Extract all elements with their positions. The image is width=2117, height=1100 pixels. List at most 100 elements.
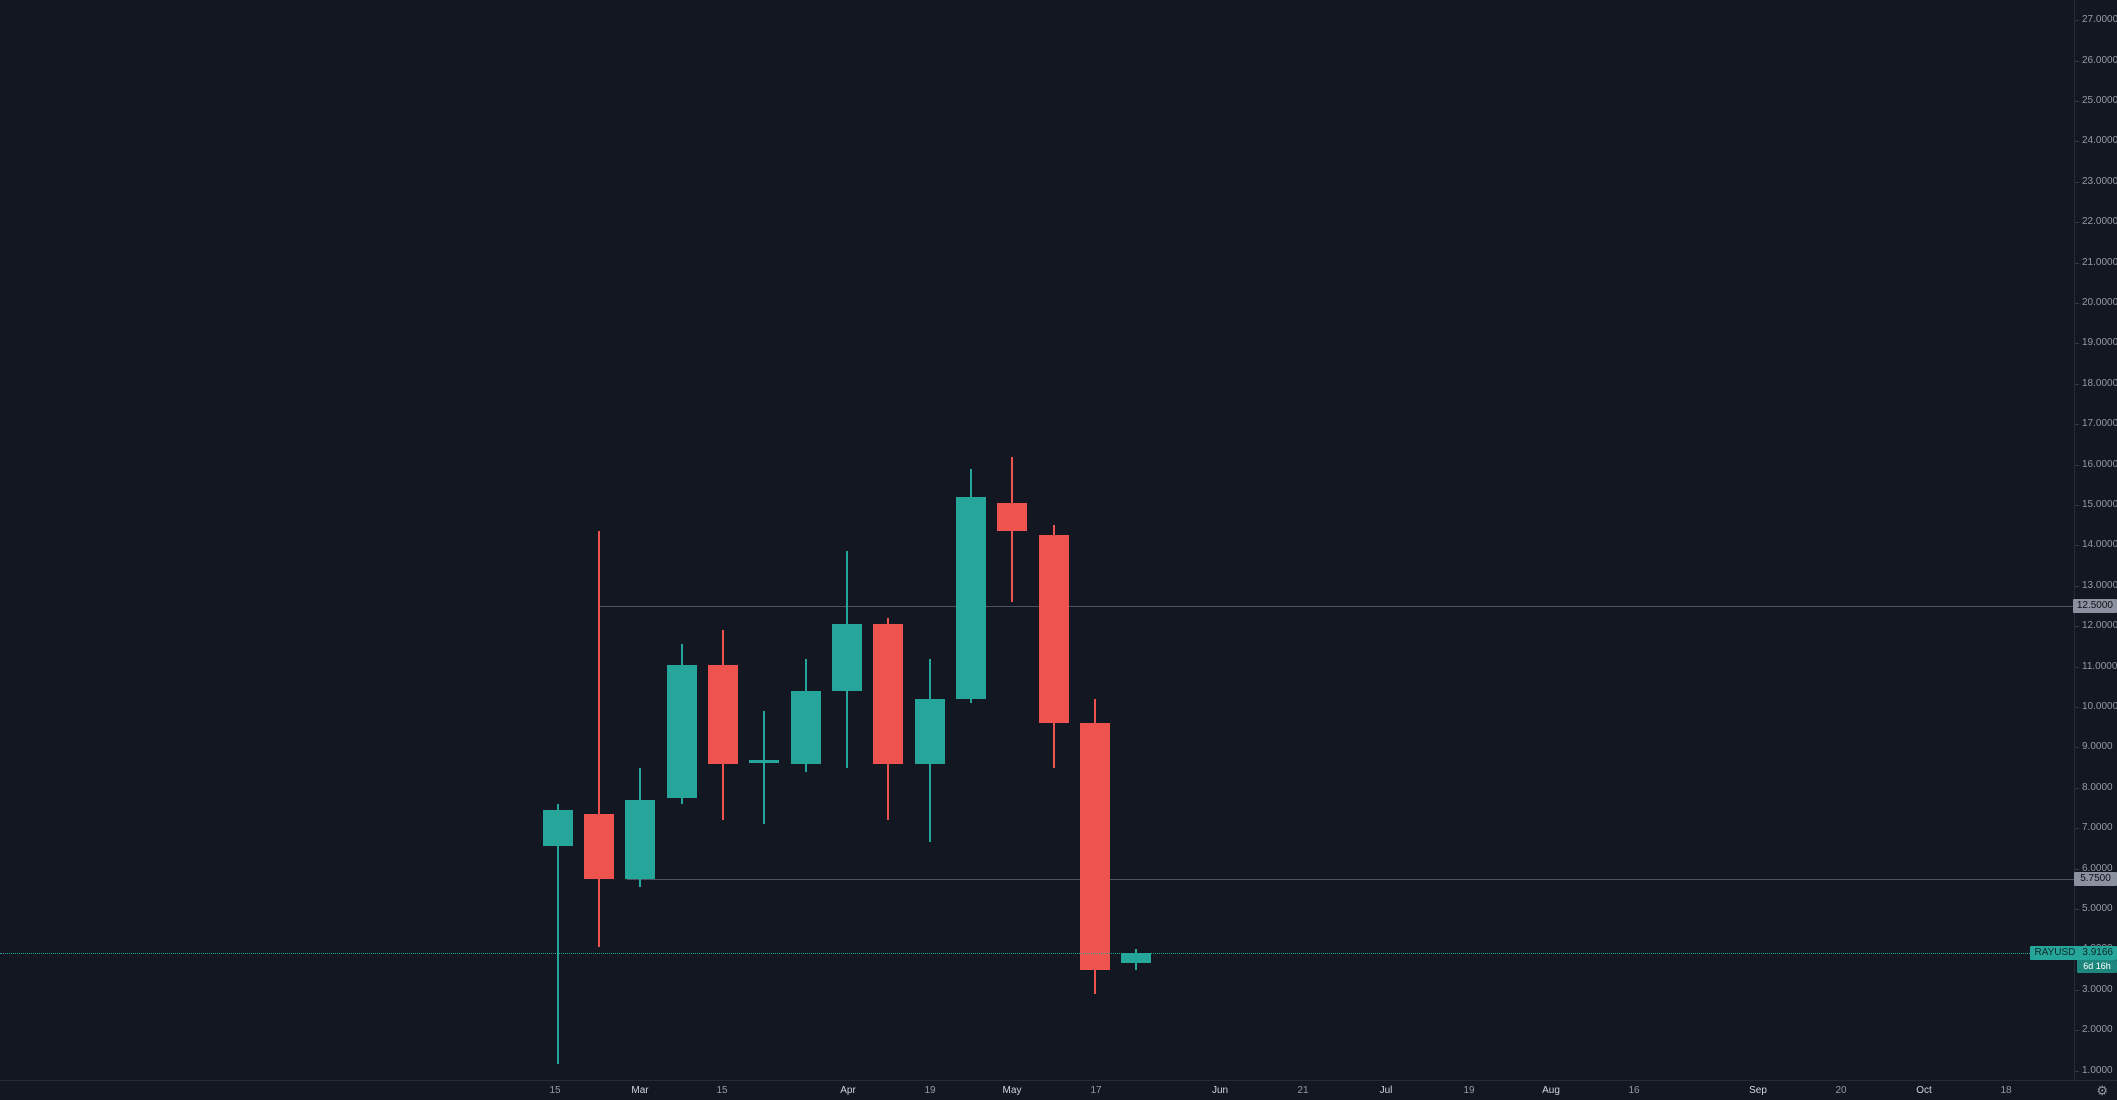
candle-wick — [556, 803, 559, 1065]
x-axis-label: 16 — [1628, 1085, 1640, 1096]
y-axis-label: 25.0000 — [2082, 95, 2117, 107]
y-axis-label: 3.0000 — [2082, 983, 2113, 995]
last-price-value: 3.9166 — [2082, 946, 2113, 958]
y-axis-label: 23.0000 — [2082, 175, 2117, 187]
y-axis-label: 20.0000 — [2082, 297, 2117, 309]
y-axis-label: 9.0000 — [2082, 741, 2113, 753]
x-axis-label: Oct — [1916, 1085, 1932, 1096]
y-axis-tick — [2075, 706, 2079, 708]
x-axis-label: Aug — [1542, 1085, 1560, 1096]
x-axis-label: Apr — [840, 1085, 856, 1096]
y-axis-label: 16.0000 — [2082, 458, 2117, 470]
x-axis-label: 19 — [1463, 1085, 1475, 1096]
price-line-badge: 12.5000 — [2072, 598, 2117, 613]
y-axis-label: 26.0000 — [2082, 54, 2117, 66]
y-axis-tick — [2075, 787, 2079, 789]
x-axis-label: 15 — [549, 1085, 561, 1096]
candle-body[interactable] — [583, 814, 614, 879]
y-axis-label: 12.0000 — [2082, 620, 2117, 632]
y-axis-label: 17.0000 — [2082, 418, 2117, 430]
y-axis-tick — [2075, 545, 2079, 547]
y-axis-tick — [2075, 747, 2079, 749]
x-axis-label: 20 — [1835, 1085, 1847, 1096]
y-axis-tick — [2075, 585, 2079, 587]
candle-wick — [763, 711, 766, 825]
y-axis-tick — [2075, 141, 2079, 143]
candle-body[interactable] — [790, 690, 821, 764]
candle-body[interactable] — [1038, 535, 1069, 724]
x-axis-label: 21 — [1297, 1085, 1309, 1096]
settings-icon[interactable]: ⚙ — [2096, 1083, 2108, 1098]
x-axis-label: 19 — [924, 1085, 936, 1096]
x-axis-label: Sep — [1749, 1085, 1767, 1096]
candle-body[interactable] — [997, 502, 1028, 532]
plot-area[interactable] — [0, 0, 2074, 1080]
candle-body[interactable] — [914, 698, 945, 764]
candle-body[interactable] — [666, 664, 697, 798]
y-axis-tick — [2075, 343, 2079, 345]
y-axis-label: 18.0000 — [2082, 377, 2117, 389]
x-axis-label: 15 — [716, 1085, 728, 1096]
price-line-badge: 5.7500 — [2074, 871, 2117, 886]
y-axis-label: 10.0000 — [2082, 700, 2117, 712]
candle-body[interactable] — [956, 496, 986, 699]
candle-body[interactable] — [831, 624, 862, 691]
y-axis-label: 5.0000 — [2082, 902, 2113, 914]
bar-countdown-badge: 6d 16h — [2077, 959, 2117, 973]
y-axis-tick — [2075, 1070, 2079, 1072]
y-axis-label: 22.0000 — [2082, 216, 2117, 228]
x-axis-label: May — [1002, 1085, 1022, 1096]
y-axis-tick — [2075, 424, 2079, 426]
price-axis[interactable]: 27.0000 26.0000 25.0000 24.0000 23.0000 22.00… — [2072, 0, 2117, 1080]
price-line[interactable] — [627, 878, 2074, 880]
y-axis-tick — [2075, 1030, 2079, 1032]
y-axis-tick — [2075, 101, 2079, 103]
y-axis-label: 6.0000 — [2082, 862, 2113, 874]
y-axis-label: 27.0000 — [2082, 14, 2117, 26]
candle-body[interactable] — [542, 809, 573, 847]
y-axis-tick — [2075, 908, 2079, 910]
y-axis-tick — [2075, 20, 2079, 22]
y-axis-label: 2.0000 — [2082, 1024, 2113, 1036]
y-axis-tick — [2075, 383, 2079, 385]
candle-body[interactable] — [749, 760, 780, 763]
y-axis-label: 13.0000 — [2082, 579, 2117, 591]
candle-body[interactable] — [625, 799, 656, 879]
candle-body[interactable] — [873, 624, 904, 764]
current-price-line — [0, 952, 2074, 954]
y-axis-tick — [2075, 303, 2079, 305]
y-axis-tick — [2075, 666, 2079, 668]
y-axis-tick — [2075, 626, 2079, 628]
y-axis-label: 11.0000 — [2082, 660, 2117, 672]
y-axis-tick — [2075, 181, 2079, 183]
y-axis-label: 21.0000 — [2082, 256, 2117, 268]
y-axis-tick — [2075, 989, 2079, 991]
y-axis-tick — [2075, 262, 2079, 264]
y-axis-label: 7.0000 — [2082, 822, 2113, 834]
x-axis-label: Jul — [1379, 1085, 1393, 1096]
candle-body[interactable] — [1080, 723, 1111, 970]
candle-body[interactable] — [1121, 952, 1152, 963]
price-line[interactable] — [599, 605, 2074, 607]
candle-body[interactable] — [707, 664, 738, 764]
y-axis-tick — [2075, 505, 2079, 506]
current-price-badge: RAYUSD 3.9166 — [2030, 945, 2117, 960]
y-axis-label: 19.0000 — [2082, 337, 2117, 349]
x-axis-label: Jun — [1211, 1085, 1229, 1096]
y-axis-tick — [2075, 828, 2079, 830]
y-axis-tick — [2075, 60, 2079, 62]
candle-wick — [597, 531, 600, 948]
y-axis-label: 14.0000 — [2082, 539, 2117, 551]
x-axis-label: Mar — [631, 1085, 649, 1096]
x-axis-label: 17 — [1090, 1085, 1102, 1096]
x-axis-label: 18 — [2000, 1085, 2012, 1096]
y-axis-label: 24.0000 — [2082, 135, 2117, 147]
symbol-label: RAYUSD — [2034, 946, 2076, 958]
y-axis-label: 15.0000 — [2082, 499, 2117, 510]
time-axis[interactable]: ⚙ 15 Mar 15 Apr 19 May 17 Jun 21 Jul 19 Aug 16 Sep 20 O… — [0, 1080, 2117, 1100]
y-axis-tick — [2075, 868, 2079, 870]
y-axis-tick — [2075, 464, 2079, 466]
y-axis-tick — [2075, 222, 2079, 224]
y-axis-label: 1.0000 — [2082, 1064, 2113, 1076]
